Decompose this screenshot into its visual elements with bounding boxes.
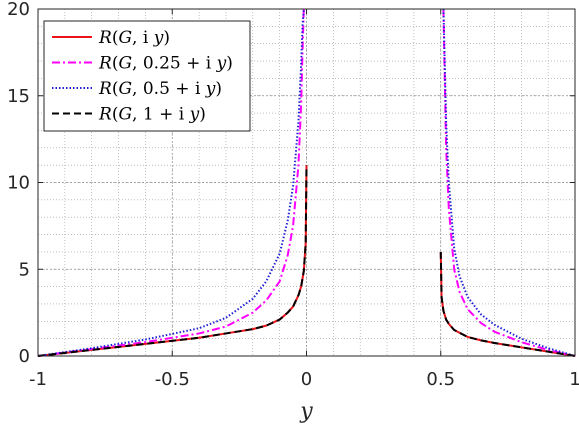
legend-label-part: , 1 + i xyxy=(132,105,190,125)
series-4-line-2 xyxy=(439,251,576,357)
series-3-line-2 xyxy=(442,8,576,357)
legend-label-part: ( xyxy=(112,105,119,125)
legend-label-part: G xyxy=(118,54,132,74)
legend-label-part: y xyxy=(216,54,227,74)
legend-label-part: ) xyxy=(226,54,233,74)
legend-label-part: y xyxy=(205,79,216,99)
y-tick-label: 0 xyxy=(19,346,30,367)
legend-label-3: R(G, 0.5 + i y) xyxy=(98,79,222,99)
legend-label-part: y xyxy=(153,28,164,48)
x-axis-ticks: -1 -0.5 0 0.5 1 xyxy=(29,9,579,390)
legend-label-part: ( xyxy=(112,28,119,48)
series-2-line-1 xyxy=(37,8,305,357)
y-tick-label: 5 xyxy=(19,259,30,280)
legend: R(G, i y)R(G, 0.25 + i y)R(G, 0.5 + i y)… xyxy=(43,20,251,132)
y-tick-label: 10 xyxy=(7,173,30,194)
legend-label-part: G xyxy=(118,28,132,48)
legend-label-part: , 0.25 + i xyxy=(132,54,217,74)
legend-label-part: G xyxy=(118,79,132,99)
y-axis-ticks: 0 5 10 15 20 xyxy=(7,0,575,367)
legend-label-part: R xyxy=(98,54,112,74)
legend-label-4: R(G, 1 + i y) xyxy=(98,105,206,125)
series-2-line-2 xyxy=(442,8,576,357)
legend-label-1: R(G, i y) xyxy=(98,28,170,48)
y-tick-label: 20 xyxy=(7,0,30,20)
y-tick-label: 15 xyxy=(7,86,30,107)
legend-label-part: , 0.5 + i xyxy=(132,79,206,99)
x-tick-label: -1 xyxy=(29,369,47,390)
legend-label-part: R xyxy=(98,105,112,125)
legend-label-part: R xyxy=(98,79,112,99)
legend-label-part: , i xyxy=(132,28,154,48)
x-tick-label: 1 xyxy=(569,369,579,390)
legend-label-part: y xyxy=(189,105,200,125)
series-3 xyxy=(37,8,576,357)
legend-label-part: R xyxy=(98,28,112,48)
legend-label-part: ( xyxy=(112,79,119,99)
legend-label-part: ) xyxy=(215,79,222,99)
series-3-line-1 xyxy=(37,8,305,357)
legend-label-part: G xyxy=(118,105,132,125)
series-2 xyxy=(37,8,576,357)
legend-label-part: ( xyxy=(112,54,119,74)
x-tick-label: -0.5 xyxy=(155,369,190,390)
series-4-line-1 xyxy=(37,165,308,357)
series-layer xyxy=(37,8,576,357)
x-tick-label: 0 xyxy=(301,369,312,390)
legend-label-2: R(G, 0.25 + i y) xyxy=(98,54,233,74)
legend-label-part: ) xyxy=(163,28,170,48)
x-axis-label: y xyxy=(299,399,313,424)
series-4 xyxy=(37,165,576,357)
x-tick-label: 0.5 xyxy=(426,369,455,390)
legend-label-part: ) xyxy=(199,105,206,125)
